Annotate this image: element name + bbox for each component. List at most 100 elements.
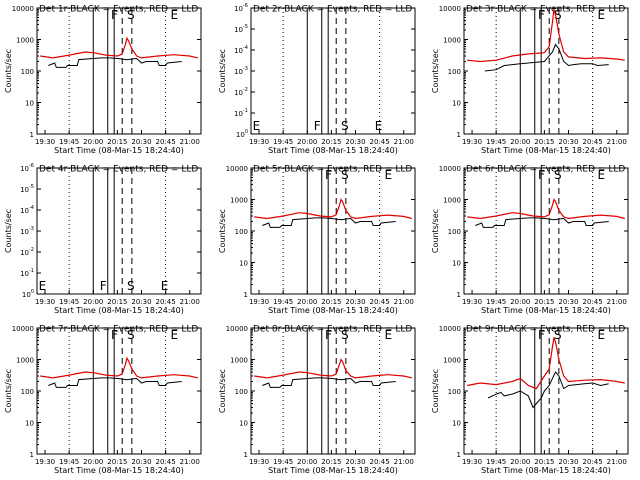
x-tick-label: 19:30	[35, 298, 55, 306]
y-axis-label: Counts/sec	[218, 369, 227, 413]
x-tick-label: 20:15	[107, 298, 127, 306]
lld-series-line	[467, 9, 625, 63]
interval-marker-s: S	[341, 328, 349, 342]
y-axis-label: Counts/sec	[218, 209, 227, 253]
y-tick-label: 10-6	[234, 3, 248, 13]
y-tick-label: 10000	[439, 5, 461, 13]
y-axis-label: Counts/sec	[431, 369, 440, 413]
x-tick-label: 19:30	[249, 458, 269, 466]
y-tick-label: 100	[236, 129, 248, 139]
x-tick-label: 19:45	[59, 298, 79, 306]
detector-panel-9: Det 9r BLACK = Events, RED = LLD 1 10 100 10…	[431, 325, 629, 475]
y-tick-label: 10-5	[234, 24, 248, 34]
x-tick-label: 20:15	[321, 458, 341, 466]
y-tick-label: 1	[30, 131, 34, 139]
x-tick-label: 19:30	[249, 298, 269, 306]
y-axis-label: Counts/sec	[218, 49, 227, 93]
y-tick-label: 10	[239, 420, 248, 428]
lld-series-line	[467, 337, 625, 390]
x-axis-label: Start Time (08-Mar-15 18:24:40)	[268, 466, 398, 475]
y-tick-label: 10000	[226, 325, 248, 333]
y-tick-label: 1000	[230, 357, 248, 365]
x-tick-label: 21:00	[607, 138, 627, 146]
interval-marker-e: E	[170, 8, 178, 22]
x-axis-label: Start Time (08-Mar-15 18:24:40)	[268, 306, 398, 315]
interval-marker-s: S	[554, 8, 562, 22]
events-series-line	[48, 377, 182, 388]
x-axis-label: Start Time (08-Mar-15 18:24:40)	[481, 146, 611, 155]
interval-marker-s: S	[554, 168, 562, 182]
x-tick-label: 20:15	[321, 298, 341, 306]
detector-panel-5: Det 5r BLACK = Events, RED = LLD 1 10 100 10…	[218, 165, 416, 315]
y-tick-label: 10-4	[20, 205, 34, 215]
interval-marker-e: E	[161, 279, 169, 293]
x-tick-label: 19:45	[486, 458, 506, 466]
x-axis-label: Start Time (08-Mar-15 18:24:40)	[268, 146, 398, 155]
x-tick-label: 20:45	[370, 138, 390, 146]
interval-marker-e: E	[384, 168, 392, 182]
interval-marker-f: F	[100, 279, 107, 293]
y-tick-label: 100	[235, 228, 248, 236]
plot-title: Det 3r BLACK = Events, RED = LLD	[466, 5, 625, 15]
plot-frame	[36, 167, 202, 295]
x-tick-label: 20:45	[156, 458, 176, 466]
events-series-line	[48, 57, 182, 68]
interval-marker-e: E	[597, 8, 605, 22]
x-tick-label: 21:00	[394, 458, 414, 466]
interval-marker-f: F	[538, 168, 545, 182]
plot-title: Det 8r BLACK = Events, RED = LLD	[253, 325, 412, 335]
y-tick-label: 10-6	[20, 163, 34, 173]
interval-marker-s: S	[127, 8, 135, 22]
x-tick-label: 20:45	[583, 458, 603, 466]
interval-marker-e: E	[597, 168, 605, 182]
y-tick-label: 100	[448, 68, 461, 76]
plot-title: Det 2r BLACK = Events, RED = LLD	[253, 5, 412, 15]
y-tick-label: 10-2	[20, 247, 34, 257]
interval-marker-s: S	[341, 168, 349, 182]
y-tick-label: 10	[452, 100, 461, 108]
x-tick-label: 19:45	[59, 458, 79, 466]
y-tick-label: 10-5	[20, 184, 34, 194]
interval-marker-s: S	[554, 328, 562, 342]
x-tick-label: 20:00	[297, 138, 317, 146]
interval-marker-s: S	[127, 279, 135, 293]
plot-frame	[36, 327, 202, 455]
plot-frame	[250, 7, 416, 135]
x-tick-label: 20:00	[297, 298, 317, 306]
x-tick-label: 21:00	[607, 458, 627, 466]
y-tick-label: 1000	[16, 357, 34, 365]
detector-panel-6: Det 6r BLACK = Events, RED = LLD 1 10 100 10…	[431, 165, 629, 315]
y-tick-label: 10000	[12, 325, 34, 333]
x-tick-label: 20:30	[131, 138, 151, 146]
plot-title: Det 9r BLACK = Events, RED = LLD	[466, 325, 625, 335]
y-tick-label: 1000	[443, 37, 461, 45]
plot-frame	[250, 327, 416, 455]
x-tick-label: 19:45	[59, 138, 79, 146]
x-axis-label: Start Time (08-Mar-15 18:24:40)	[481, 466, 611, 475]
y-tick-label: 10000	[226, 165, 248, 173]
x-tick-label: 20:15	[321, 138, 341, 146]
x-axis-label: Start Time (08-Mar-15 18:24:40)	[54, 306, 184, 315]
x-tick-label: 19:45	[273, 298, 293, 306]
interval-marker-f: F	[325, 168, 332, 182]
y-tick-label: 10-4	[234, 45, 248, 55]
y-tick-label: 1	[457, 451, 461, 459]
y-tick-label: 1	[457, 131, 461, 139]
y-tick-label: 1	[30, 451, 34, 459]
x-tick-label: 20:00	[83, 138, 103, 146]
lld-series-line	[40, 356, 198, 379]
plot-title: Det 1r BLACK = Events, RED = LLD	[39, 5, 198, 15]
events-series-line	[262, 377, 396, 388]
x-tick-label: 20:15	[107, 458, 127, 466]
plot-frame	[463, 167, 629, 295]
x-tick-label: 20:00	[510, 138, 530, 146]
x-tick-label: 21:00	[607, 298, 627, 306]
x-tick-label: 21:00	[394, 298, 414, 306]
y-tick-label: 1000	[230, 197, 248, 205]
detector-panel-3: Det 3r BLACK = Events, RED = LLD 1 10 100 10…	[431, 5, 629, 155]
y-tick-label: 1000	[443, 357, 461, 365]
y-tick-label: 1000	[443, 197, 461, 205]
y-tick-label: 1	[244, 451, 248, 459]
interval-marker-f: F	[111, 8, 118, 22]
plot-frame	[36, 7, 202, 135]
